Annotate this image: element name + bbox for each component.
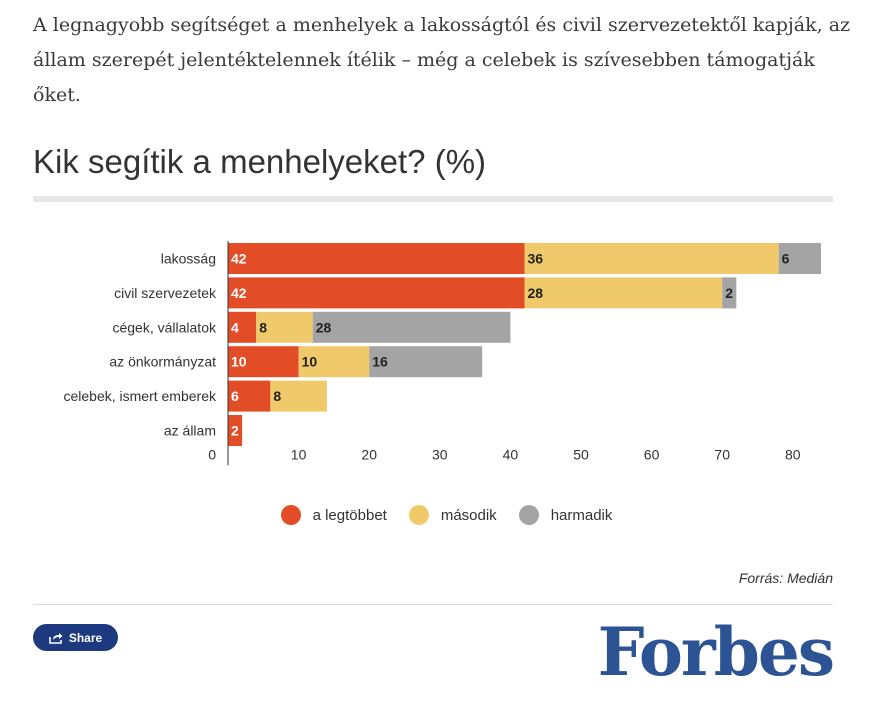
bar-segment: [256, 311, 313, 343]
bar-segment: [524, 277, 723, 309]
x-tick-label: 0: [208, 446, 216, 462]
category-label: az állam: [164, 423, 216, 439]
bar-segment: [312, 311, 511, 343]
category-label: civil szervezetek: [114, 285, 217, 301]
data-label: 8: [259, 319, 267, 335]
bar-segment: [228, 277, 525, 309]
legend-item[interactable]: a legtöbbet: [280, 505, 387, 525]
legend-label: harmadik: [550, 506, 613, 524]
bars-group: 42 36 6 42 28 2 4 8 28 10 10 16 6 8 2: [228, 243, 822, 446]
x-tick-label: 30: [432, 446, 448, 462]
bar-segment: [270, 380, 327, 412]
chart-legend: a legtöbbet második harmadik: [0, 505, 893, 525]
bar-segment: [228, 311, 257, 343]
bar-segment: [228, 415, 243, 446]
x-tick-label: 50: [573, 446, 589, 462]
bar-segment: [228, 380, 271, 412]
data-label: 36: [528, 251, 544, 267]
category-label: cégek, vállalatok: [112, 319, 217, 335]
x-tick-label: 20: [361, 446, 377, 462]
x-tick-label: 10: [291, 446, 307, 462]
bar-segment: [524, 243, 779, 274]
data-label: 6: [782, 251, 790, 267]
bar-segment: [722, 277, 737, 309]
legend-item[interactable]: második: [408, 505, 497, 525]
data-label: 6: [231, 388, 239, 404]
title-divider: [33, 196, 833, 202]
bar-segment: [298, 346, 370, 378]
legend-swatch: [518, 505, 539, 525]
bar-segment: [369, 346, 483, 378]
x-tick-labels: 0 10 20 30 40 50 60 70 80: [208, 446, 801, 462]
data-label: 42: [231, 285, 247, 301]
category-label: lakosság: [161, 251, 216, 267]
chart-title: Kik segítik a menhelyeket? (%): [33, 143, 487, 180]
category-label: celebek, ismert emberek: [63, 388, 217, 404]
legend-label: a legtöbbet: [312, 506, 387, 524]
share-button[interactable]: Share: [33, 624, 118, 651]
source-note: Forrás: Medián: [738, 570, 833, 586]
data-label: 28: [528, 285, 544, 301]
stacked-bar-chart: 42 36 6 42 28 2 4 8 28 10 10 16 6 8 2 lakosság civil sz…: [63, 241, 822, 466]
data-label: 16: [372, 354, 388, 370]
data-label: 2: [231, 423, 239, 439]
bar-segment: [778, 243, 822, 274]
data-label: 2: [725, 285, 733, 301]
data-label: 8: [273, 388, 281, 404]
legend-swatch: [280, 505, 301, 525]
bar-segment: [228, 243, 525, 274]
intro-paragraph: A legnagyobb segítséget a menhelyek a la…: [33, 14, 851, 106]
category-labels: lakosság civil szervezetek cégek, vállalat…: [63, 251, 217, 439]
data-label: 42: [231, 251, 247, 267]
data-label: 10: [231, 354, 247, 370]
x-tick-label: 40: [503, 446, 519, 462]
data-label: 28: [316, 319, 332, 335]
x-tick-label: 70: [714, 446, 730, 462]
bar-segment: [228, 346, 299, 378]
legend-swatch: [408, 505, 429, 525]
data-label: 4: [231, 319, 239, 335]
share-label: Share: [68, 630, 103, 645]
footer-divider: [33, 604, 833, 605]
x-tick-label: 60: [644, 446, 660, 462]
legend-label: második: [440, 506, 497, 524]
legend-item[interactable]: harmadik: [518, 505, 613, 525]
category-label: az önkormányzat: [109, 354, 216, 370]
data-label: 10: [302, 354, 318, 370]
x-tick-label: 80: [785, 446, 801, 462]
share-icon: [49, 632, 63, 644]
forbes-logo[interactable]: Forbes: [597, 613, 835, 691]
